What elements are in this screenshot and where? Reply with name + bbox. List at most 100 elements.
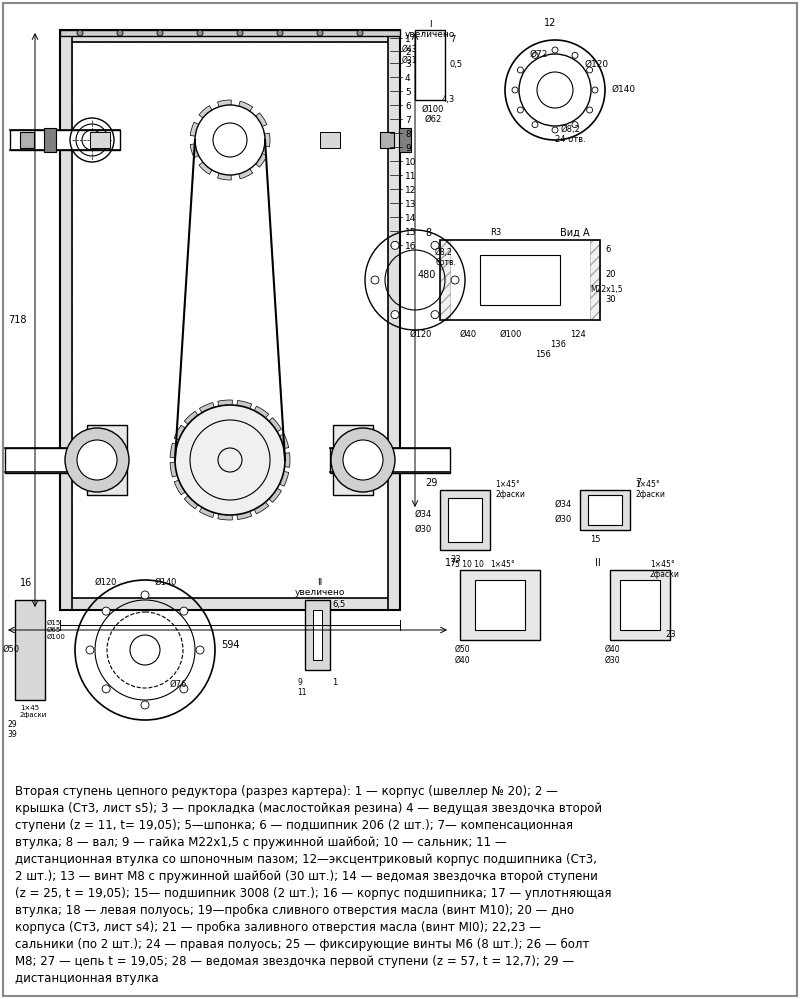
Bar	[460, 570, 540, 640]
Circle shape	[196, 646, 204, 654]
Text: 6,5: 6,5	[332, 600, 346, 609]
Bar	[313, 610, 322, 660]
Text: Вторая ступень цепного редуктора (разрез картера): 1 — корпус (швеллер № 20); 2 : Вторая ступень цепного редуктора (разрез…	[15, 785, 558, 798]
Text: дистанционная втулка со шпоночным пазом; 12—эксцентриковый корпус подшипника (Ст: дистанционная втулка со шпоночным пазом;…	[15, 853, 597, 866]
Text: 13: 13	[405, 200, 417, 209]
Text: 1×45°
2фаски: 1×45° 2фаски	[635, 480, 665, 500]
Circle shape	[157, 30, 163, 36]
Wedge shape	[218, 400, 232, 460]
Circle shape	[141, 591, 149, 599]
Text: 9
11: 9 11	[297, 678, 306, 697]
Circle shape	[552, 47, 558, 53]
Bar	[440, 240, 600, 320]
Text: II
увеличено: II увеличено	[295, 578, 345, 597]
Wedge shape	[230, 140, 253, 179]
Wedge shape	[230, 113, 267, 140]
Text: 4,3: 4,3	[442, 95, 455, 104]
Text: I
увеличено: I увеличено	[405, 20, 455, 39]
Wedge shape	[170, 443, 230, 460]
Bar	[460, 570, 540, 640]
Text: Ø72: Ø72	[530, 50, 548, 59]
Bar	[15, 600, 45, 700]
Wedge shape	[190, 140, 230, 158]
Bar	[333, 425, 373, 495]
Text: втулка; 8 — вал; 9 — гайка М22х1,5 с пружинной шайбой; 10 — сальник; 11 —: втулка; 8 — вал; 9 — гайка М22х1,5 с пру…	[15, 836, 506, 849]
Circle shape	[175, 405, 285, 515]
Text: 5 10 10: 5 10 10	[455, 560, 484, 569]
Wedge shape	[190, 122, 230, 140]
Text: Ø76: Ø76	[170, 680, 187, 689]
Circle shape	[77, 440, 117, 480]
Bar	[580, 490, 630, 530]
Text: корпуса (Ст3, лист s4); 21 — пробка заливного отверстия масла (винт МI0); 22,23 : корпуса (Ст3, лист s4); 21 — пробка зали…	[15, 921, 541, 934]
Bar	[15, 600, 45, 700]
Bar	[448, 498, 482, 542]
Bar	[320, 600, 330, 670]
Circle shape	[141, 701, 149, 709]
Circle shape	[592, 87, 598, 93]
Text: крышка (Ст3, лист s5); 3 — прокладка (маслостойкая резина) 4 — ведущая звездочка: крышка (Ст3, лист s5); 3 — прокладка (ма…	[15, 802, 602, 815]
Wedge shape	[184, 412, 230, 460]
Circle shape	[343, 440, 383, 480]
Text: 6: 6	[405, 102, 410, 111]
Bar	[60, 30, 72, 610]
Circle shape	[518, 67, 523, 73]
Bar	[60, 598, 400, 610]
Circle shape	[87, 440, 127, 480]
Bar	[437, 30, 445, 100]
Text: 156: 156	[535, 350, 551, 359]
Text: 23: 23	[450, 555, 461, 564]
Text: II: II	[595, 558, 601, 568]
Text: 7: 7	[405, 116, 410, 125]
Text: 6: 6	[605, 245, 610, 254]
Bar	[60, 30, 400, 42]
Text: дистанционная втулка: дистанционная втулка	[15, 972, 158, 985]
Text: М22х1,5: М22х1,5	[590, 285, 622, 294]
Wedge shape	[218, 140, 231, 180]
Bar	[343, 435, 383, 485]
Text: 1: 1	[405, 35, 410, 44]
Wedge shape	[230, 460, 269, 513]
Text: 136: 136	[550, 340, 566, 349]
Circle shape	[102, 607, 110, 615]
Circle shape	[572, 122, 578, 128]
Bar	[388, 30, 400, 610]
Bar	[330, 448, 450, 473]
Bar	[60, 30, 400, 36]
Text: 16: 16	[405, 242, 417, 251]
Circle shape	[586, 107, 593, 113]
Circle shape	[572, 52, 578, 58]
Circle shape	[391, 311, 399, 319]
Circle shape	[197, 30, 203, 36]
Text: Ø40
Ø30: Ø40 Ø30	[605, 645, 621, 664]
Circle shape	[117, 30, 123, 36]
Text: 594: 594	[221, 640, 239, 650]
Text: Ø120: Ø120	[95, 578, 118, 587]
Circle shape	[518, 107, 523, 113]
Text: 15: 15	[405, 228, 417, 237]
Wedge shape	[230, 453, 290, 468]
Text: Ø50
Ø40: Ø50 Ø40	[455, 645, 470, 664]
Text: Ø15
Ø65
Ø100: Ø15 Ø65 Ø100	[47, 620, 66, 640]
Text: 2 шт.); 13 — винт М8 с пружинной шайбой (30 шт.); 14 — ведомая звездочка второй : 2 шт.); 13 — винт М8 с пружинной шайбой …	[15, 870, 598, 883]
Text: 7: 7	[635, 478, 642, 488]
Wedge shape	[218, 460, 232, 520]
Circle shape	[391, 242, 399, 250]
Text: 29: 29	[425, 478, 438, 488]
Bar	[44, 128, 56, 152]
Text: 7: 7	[450, 35, 455, 44]
Text: 3: 3	[405, 60, 410, 69]
Text: Ø120: Ø120	[410, 330, 432, 339]
Wedge shape	[174, 460, 230, 495]
Bar	[20, 132, 34, 148]
Text: М8; 27 — цепь t = 19,05; 28 — ведомая звездочка первой ступени (z = 57, t = 12,7: М8; 27 — цепь t = 19,05; 28 — ведомая зв…	[15, 955, 574, 968]
Text: 12: 12	[405, 186, 416, 195]
Bar	[60, 30, 400, 610]
Circle shape	[317, 30, 323, 36]
Circle shape	[371, 276, 379, 284]
Bar	[5, 448, 125, 473]
Text: 480: 480	[418, 270, 436, 280]
Wedge shape	[174, 426, 230, 460]
Circle shape	[86, 646, 94, 654]
Bar	[87, 425, 127, 495]
